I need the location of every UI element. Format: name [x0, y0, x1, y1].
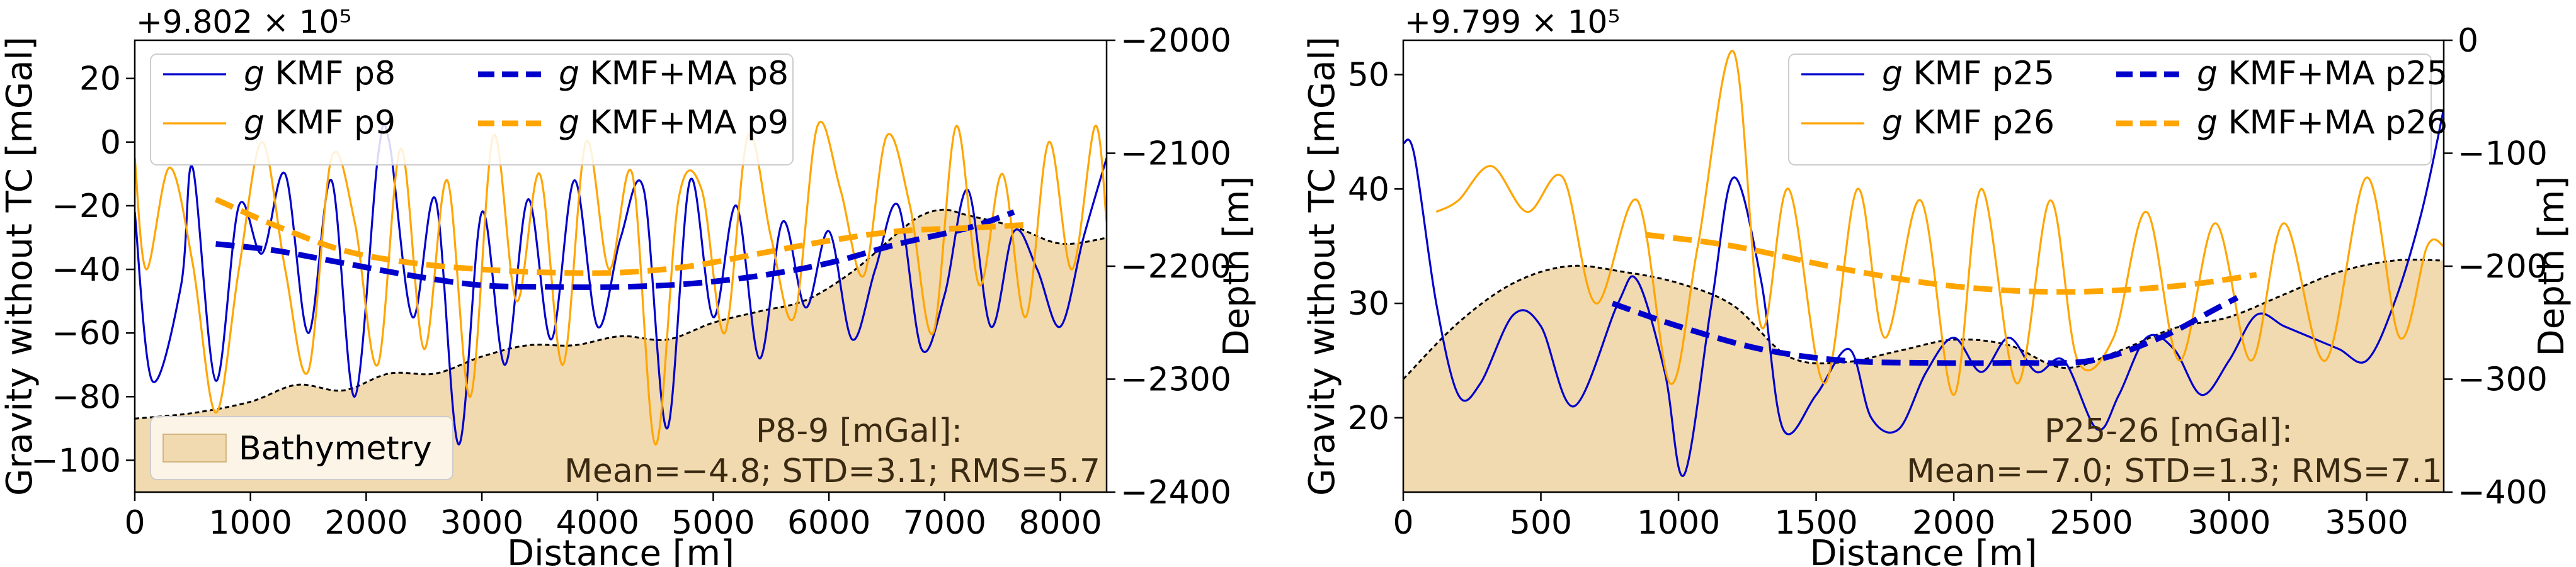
- x-tick-label: 5000: [671, 504, 755, 542]
- legend-label: KMF+MA p8: [579, 55, 789, 93]
- legend-entry: g KMF+MA p8: [559, 55, 789, 93]
- legend-symbol: g: [1882, 104, 1903, 142]
- y-offset-label: +9.802 × 10⁵: [136, 4, 351, 40]
- series-line-g-kmf-p25: [1403, 108, 2444, 478]
- series-line-g-kmf-p26: [1435, 50, 2444, 396]
- plot-area: [1403, 50, 2444, 492]
- legend-entry: g KMF+MA p9: [559, 104, 789, 142]
- legend-entry: g KMF+MA p25: [2197, 55, 2448, 93]
- y2-axis-label: Depth [m]: [1216, 176, 1257, 357]
- y-tick-label: −80: [52, 378, 121, 416]
- x-tick-label: 3000: [440, 504, 523, 542]
- y-tick-label: −20: [52, 188, 121, 225]
- y2-tick-label: 0: [2458, 22, 2478, 60]
- legend-entry: g KMF p8: [244, 55, 396, 93]
- x-tick-label: 2500: [2049, 504, 2133, 542]
- y2-tick-label: −2100: [1120, 135, 1231, 173]
- legend-label: KMF p8: [265, 55, 396, 93]
- stats-title: P8-9 [mGal]:: [756, 412, 962, 450]
- stats-line: Mean=−7.0; STD=1.3; RMS=7.1: [1906, 452, 2442, 490]
- chart-panel-0: 0 1000 2000 3000 4000 5000 6000 7000 8000 −100 −80…: [0, 4, 1257, 567]
- x-tick-label: 2000: [1912, 504, 1995, 542]
- y-tick-label: 0: [100, 124, 121, 162]
- series-line-g-kmf-p9: [135, 120, 1107, 446]
- y-tick-label: 20: [79, 60, 121, 98]
- y2-tick-label: −400: [2458, 474, 2548, 512]
- legend-label: KMF+MA p26: [2218, 104, 2448, 142]
- legend-symbol: g: [244, 55, 265, 93]
- legend-box: [150, 53, 794, 166]
- x-tick-label: 0: [124, 504, 145, 542]
- series-line-g-kmf-ma-p25: [1611, 295, 2239, 366]
- y-tick-label: 30: [1348, 285, 1389, 323]
- y2-tick-label: −2200: [1120, 248, 1231, 286]
- x-tick-label: 8000: [1018, 504, 1102, 542]
- x-tick-label: 7000: [903, 504, 986, 542]
- y-offset-label: +9.799 × 10⁵: [1405, 4, 1620, 40]
- legend-entry: g KMF p25: [1882, 55, 2055, 93]
- x-tick-label: 3500: [2325, 504, 2408, 542]
- legend-symbol: g: [244, 104, 265, 142]
- y2-axis-label: Depth [m]: [2531, 176, 2572, 357]
- x-tick-label: 6000: [787, 504, 870, 542]
- y2-tick-label: −2400: [1120, 474, 1231, 512]
- legend-symbol: g: [559, 104, 579, 142]
- legend-symbol: g: [2197, 55, 2218, 93]
- legend-symbol: g: [559, 55, 579, 93]
- x-tick-label: 2000: [324, 504, 407, 542]
- y2-tick-label: −200: [2458, 248, 2548, 286]
- series-line-g-kmf-ma-p8: [215, 209, 1015, 290]
- series-line-g-kmf-p8: [135, 123, 1107, 446]
- x-tick-label: 1500: [1774, 504, 1857, 542]
- x-tick-label: 500: [1510, 504, 1572, 542]
- bathymetry-legend-label: Bathymetry: [239, 430, 432, 468]
- series-line-g-kmf-ma-p9: [214, 196, 1026, 276]
- stats-line: Mean=−4.8; STD=3.1; RMS=5.7: [564, 452, 1100, 490]
- y-tick-label: 40: [1348, 171, 1389, 208]
- legend-box: [1788, 53, 2432, 166]
- y2-tick-label: −2000: [1120, 22, 1231, 60]
- y-tick-label: 20: [1348, 400, 1389, 437]
- legend-symbol: g: [2197, 104, 2218, 142]
- y2-tick-label: −300: [2458, 361, 2548, 399]
- legend: g KMF p8 g KMF+MA p8g KMF p9 g KMF+MA p9: [150, 53, 794, 166]
- y-tick-label: −100: [31, 442, 121, 480]
- bathymetry-legend-swatch: [162, 434, 227, 463]
- x-tick-label: 1000: [209, 504, 292, 542]
- legend-label: KMF+MA p25: [2218, 55, 2448, 93]
- y-tick-label: −40: [52, 251, 121, 289]
- x-tick-label: 4000: [556, 504, 639, 542]
- x-axis-label: Distance [m]: [507, 533, 734, 567]
- y-tick-label: −60: [52, 315, 121, 352]
- legend-label: KMF+MA p9: [579, 104, 789, 142]
- series-line-g-kmf-ma-p26: [1645, 232, 2257, 295]
- legend-label: KMF p26: [1903, 104, 2055, 142]
- y2-tick-label: −2300: [1120, 361, 1231, 399]
- legend-label: KMF p25: [1903, 55, 2055, 93]
- y2-tick-label: −100: [2458, 135, 2548, 173]
- y-tick-label: 50: [1348, 57, 1389, 94]
- x-axis-label: Distance [m]: [1810, 533, 2037, 567]
- x-tick-label: 1000: [1637, 504, 1720, 542]
- stats-title: P25-26 [mGal]:: [2044, 412, 2293, 450]
- legend-entry: g KMF p9: [244, 104, 396, 142]
- y-axis-label: Gravity without TC [mGal]: [0, 36, 40, 496]
- x-tick-label: 3000: [2187, 504, 2271, 542]
- bathymetry-line: [1403, 259, 2444, 380]
- bathymetry-legend-box: [150, 416, 453, 480]
- x-tick-label: 0: [1393, 504, 1413, 542]
- legend-label: KMF p9: [265, 104, 396, 142]
- legend-entry: g KMF p26: [1882, 104, 2055, 142]
- bathymetry-line: [135, 208, 1107, 420]
- legend-symbol: g: [1882, 55, 1903, 93]
- y-axis-label: Gravity without TC [mGal]: [1302, 36, 1343, 496]
- chart-panel-1: 0 500 1000 1500 2000 2500 3000 3500 20 30 40 50 −400…: [1302, 4, 2572, 567]
- legend-entry: g KMF+MA p26: [2197, 104, 2448, 142]
